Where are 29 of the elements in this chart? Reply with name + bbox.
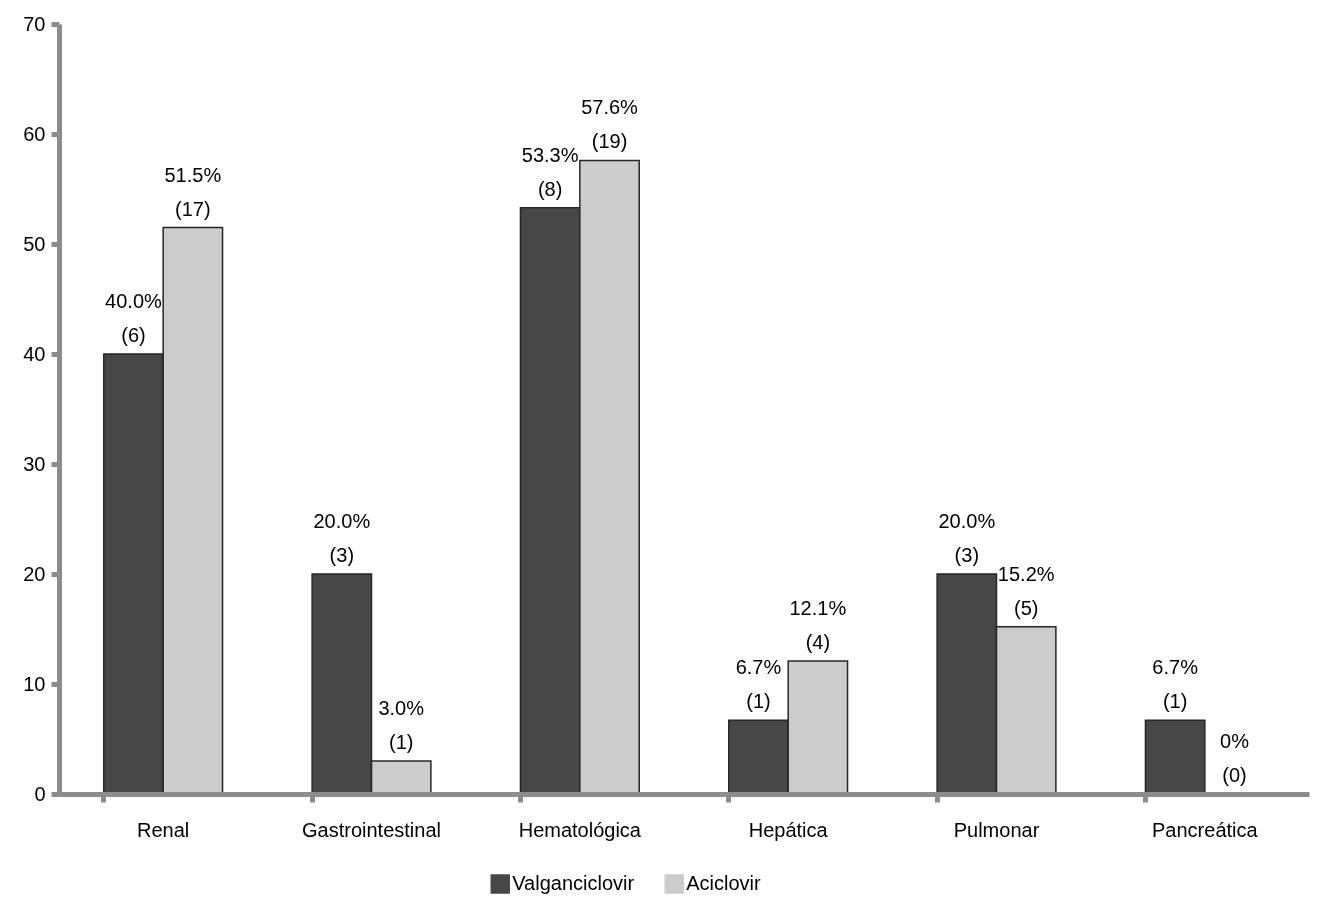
- y-tick-label: 50: [23, 232, 46, 255]
- data-label: 3.0% (1): [378, 697, 425, 753]
- y-tick-label: 60: [23, 122, 46, 145]
- data-label: 12.1% (4): [789, 596, 847, 653]
- x-tick-label: Gastrointestinal: [302, 818, 441, 841]
- data-label: 15.2% (5): [997, 562, 1055, 619]
- y-tick-label: 70: [23, 12, 46, 35]
- x-tick-label: Pulmonar: [953, 818, 1040, 841]
- x-tick-label: Renal: [137, 818, 190, 841]
- y-tick-label: 30: [23, 452, 46, 475]
- bar: [1144, 719, 1206, 795]
- data-label: 6.7% (1): [735, 656, 782, 713]
- y-tick-label: 10: [23, 672, 46, 695]
- y-tick-label: 20: [23, 562, 46, 585]
- data-label: 51.5% (17): [164, 163, 222, 220]
- data-label: 0% (0): [1220, 730, 1250, 786]
- x-tick-label: Pancreática: [1152, 818, 1259, 841]
- data-label: 57.6% (19): [581, 96, 639, 153]
- data-label: 40.0% (6): [105, 290, 163, 346]
- legend-label: Aciclovir: [686, 872, 762, 895]
- data-label: 20.0% (3): [938, 510, 996, 566]
- x-tick-label: Hepática: [748, 818, 829, 841]
- y-tick-label: 40: [23, 342, 46, 365]
- data-label: 53.3% (8): [521, 143, 579, 200]
- legend-label: Valganciclovir: [512, 872, 635, 895]
- data-label: 6.7% (1): [1152, 656, 1199, 713]
- y-tick-label: 0: [34, 782, 46, 805]
- data-label: 20.0% (3): [313, 510, 371, 566]
- x-tick-label: Hematológica: [518, 818, 642, 841]
